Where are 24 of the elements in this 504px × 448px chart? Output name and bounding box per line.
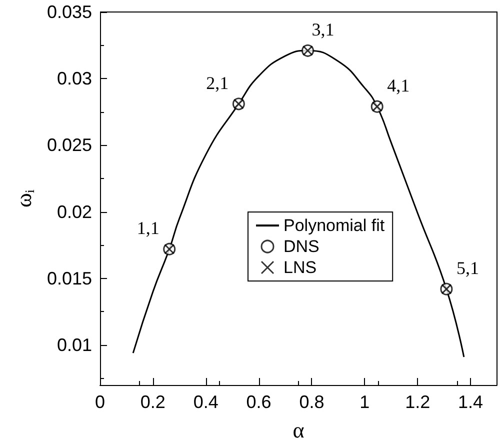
x-tick-label: 0.6 (246, 392, 272, 412)
annotation: 1,1 (136, 218, 160, 238)
x-tick-label: 0.4 (193, 392, 218, 412)
legend-label: DNS (284, 237, 320, 256)
y-tick-label: 0.02 (56, 202, 92, 222)
y-tick-label: 0.035 (46, 2, 92, 22)
x-tick-label: 0 (94, 392, 106, 412)
x-tick-label: 0.2 (140, 392, 166, 412)
y-tick-label: 0.025 (46, 135, 92, 156)
x-tick-label: 1 (360, 392, 370, 412)
x-axis-title: α (292, 418, 305, 442)
x-tick-label: 1.2 (405, 392, 430, 412)
y-tick-label: 0.03 (56, 68, 92, 89)
x-tick-label: 0.8 (299, 392, 324, 412)
annotation: 2,1 (206, 72, 229, 93)
legend-label: Polynomial fit (284, 216, 385, 235)
x-tick-label: 1.4 (458, 392, 484, 412)
annotation: 5,1 (456, 258, 479, 278)
y-tick-label: 0.01 (56, 335, 92, 356)
annotation: 4,1 (387, 76, 410, 96)
annotation: 3,1 (312, 20, 334, 40)
y-axis-title: ωi (11, 189, 38, 208)
y-tick-label: 0.015 (46, 268, 92, 288)
legend-label: LNS (284, 258, 317, 277)
